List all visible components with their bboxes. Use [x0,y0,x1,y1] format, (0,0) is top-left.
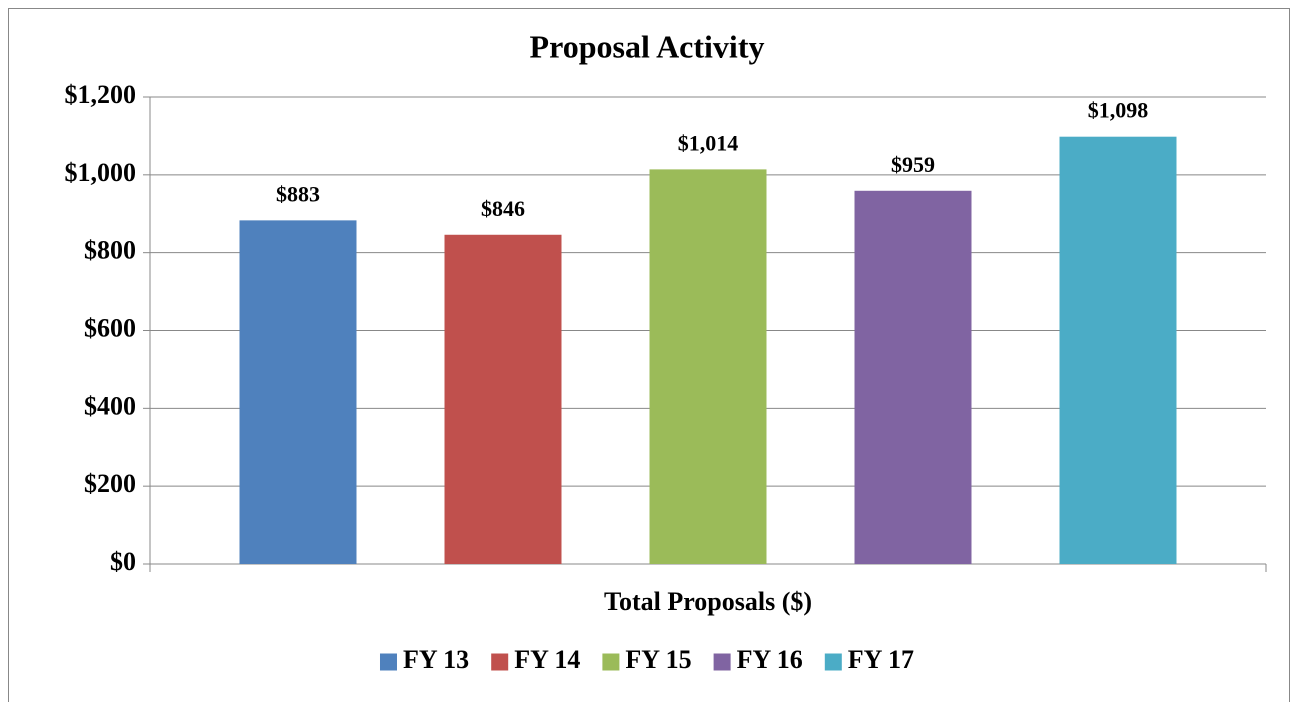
y-tick-label: $200 [84,469,136,498]
bar [1059,136,1177,564]
x-axis-label: Total Proposals ($) [604,587,812,616]
y-tick-label: $800 [84,236,136,265]
data-label: $959 [891,152,935,177]
y-tick-label: $1,000 [65,158,137,187]
legend-swatch [491,653,509,671]
legend-label: FY 13 [403,645,469,674]
legend-swatch [713,653,731,671]
bar [854,190,972,564]
data-label: $883 [276,181,320,206]
legend-label: FY 14 [514,645,580,674]
chart-frame [8,8,1290,702]
legend-swatch [602,653,620,671]
y-tick-label: $1,200 [65,80,137,109]
data-label: $1,014 [678,130,739,155]
legend-swatch [379,653,397,671]
data-label: $1,098 [1088,98,1149,123]
legend-swatch [824,653,842,671]
y-tick-label: $0 [110,547,136,576]
legend-label: FY 17 [848,645,914,674]
bar [649,169,767,564]
chart-title: Proposal Activity [530,28,765,64]
bar [444,234,562,564]
legend-label: FY 15 [625,645,691,674]
legend-label: FY 16 [737,645,803,674]
y-tick-label: $600 [84,313,136,342]
bar [239,220,357,564]
data-label: $846 [481,196,525,221]
y-tick-label: $400 [84,391,136,420]
